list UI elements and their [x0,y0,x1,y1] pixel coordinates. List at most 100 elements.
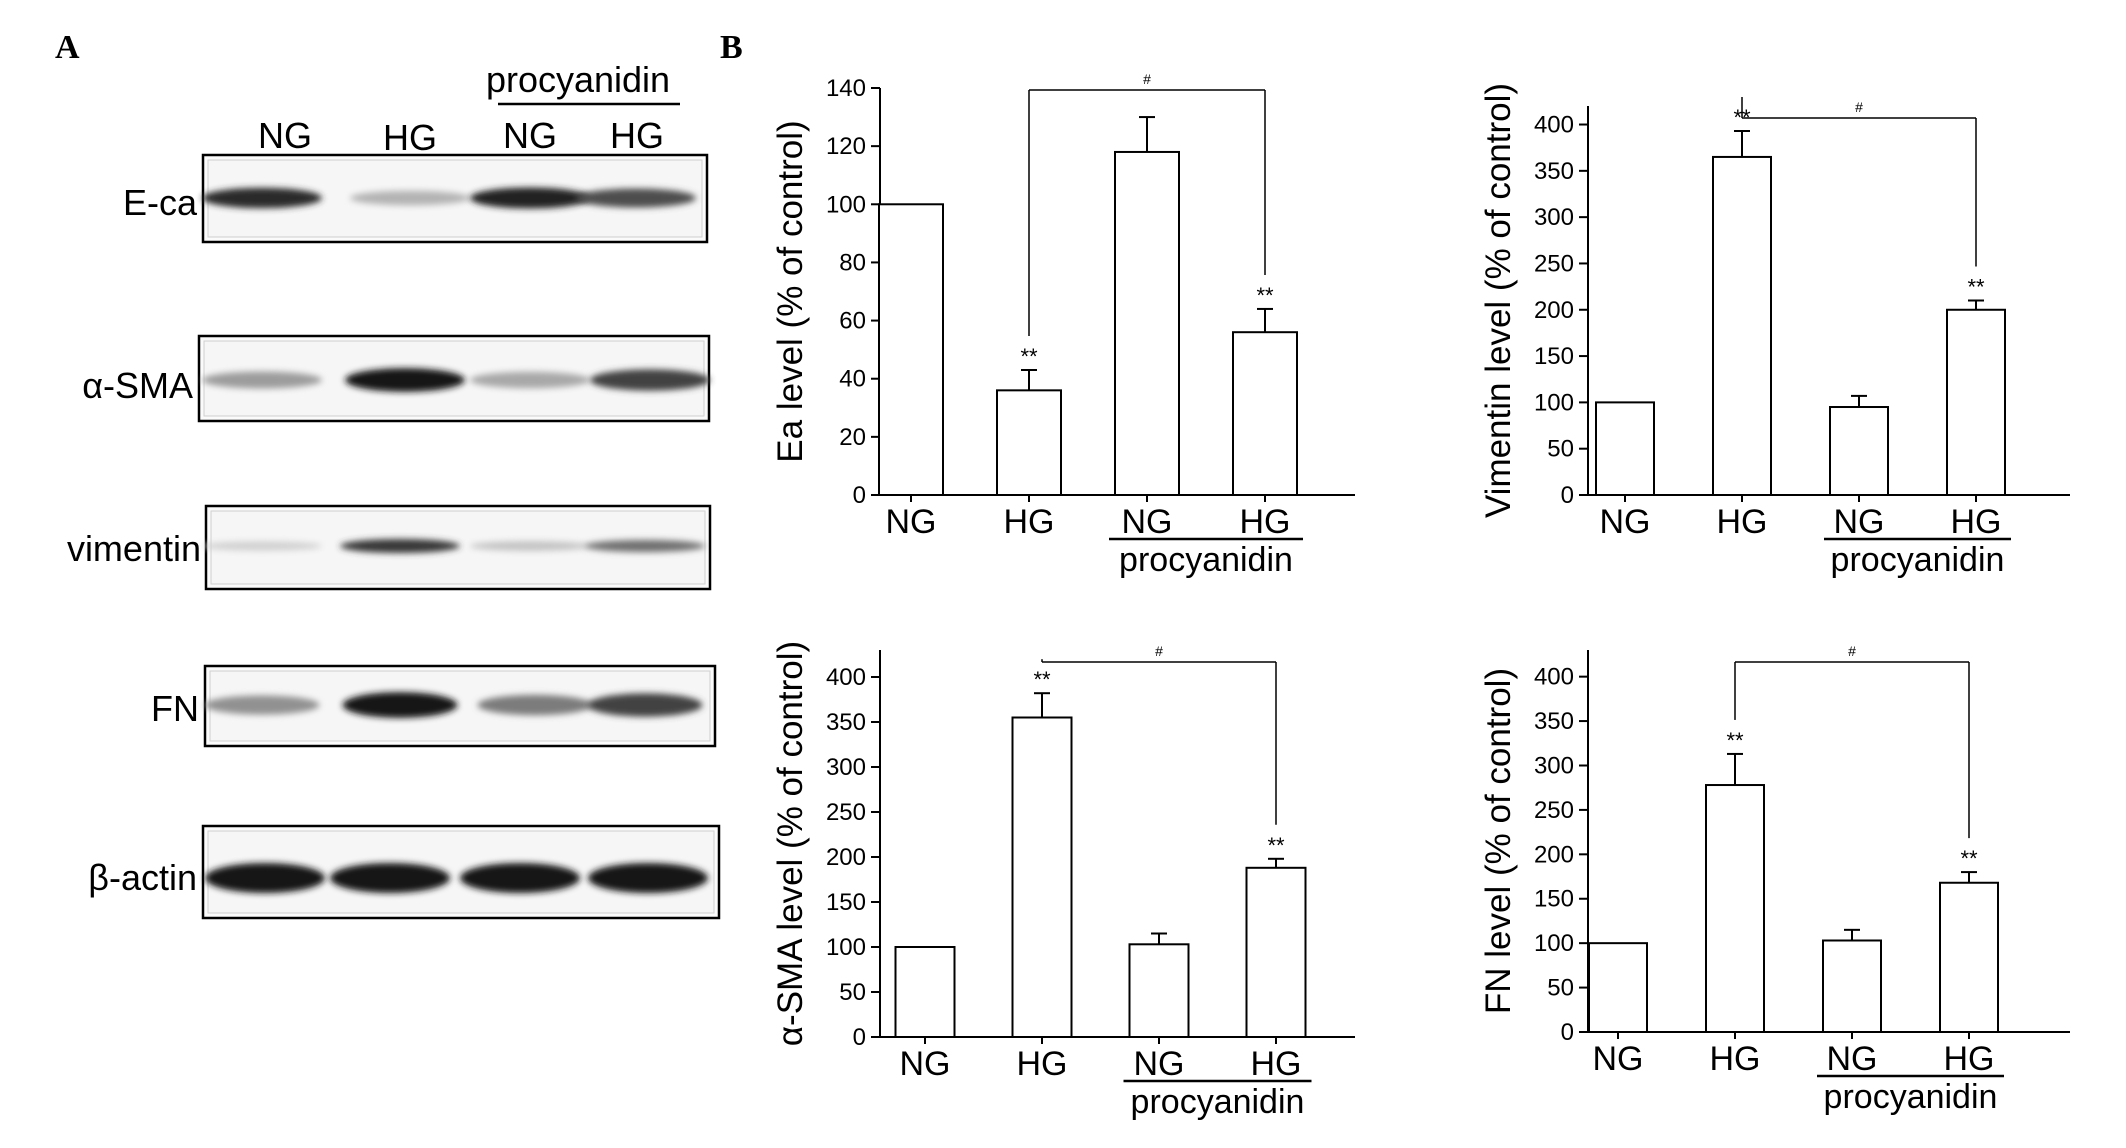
blot-band [460,862,580,894]
blot-row-label: vimentin [67,528,201,569]
blot-row-label: FN [151,688,199,729]
blot-band [590,369,710,391]
blot-band [470,371,590,389]
bar [878,203,944,497]
blot-band [205,862,325,894]
y-tick-label: 120 [826,133,866,160]
y-tick-label: 60 [839,308,866,335]
blot-band [202,371,322,389]
blot-lane-label: NG [503,115,557,156]
y-tick-label: 150 [1534,886,1574,913]
chart-vimentin-level: 0 50 100 150 200 250 300 350 400 Vimentin level (… [1479,83,2070,579]
chart-ea-level: 0 20 40 60 80 100 120 140 Ea level (% of control… [771,71,1355,579]
significance-marker: ** [1726,728,1744,753]
blot-band [350,190,470,206]
bar [1232,331,1298,497]
panel-label-a: A [55,29,80,66]
y-tick-label: 300 [1534,204,1574,231]
category-label: HG [1710,1040,1761,1078]
blot-band [342,692,458,718]
blot-band [587,693,703,717]
bar [1011,716,1073,1038]
blot-lane-label: HG [610,115,664,156]
y-tick-label: 0 [853,1024,866,1051]
category-label: NG [900,1045,951,1083]
category-label: HG [1017,1045,1068,1083]
y-tick-label: 400 [826,664,866,691]
category-label: NG [1593,1040,1644,1078]
group-label: procyanidin [1131,1083,1305,1121]
y-tick-label: 100 [826,934,866,961]
significance-marker: ** [1267,833,1285,858]
category-label: NG [1134,1045,1185,1083]
category-label: HG [1717,503,1768,541]
bar [1705,784,1765,1033]
y-tick-label: 150 [1534,343,1574,370]
category-label: HG [1004,503,1055,541]
y-tick-label: 350 [1534,708,1574,735]
blot-treatment-label: procyanidin [486,59,670,100]
y-tick-label: 400 [1534,112,1574,139]
y-tick-label: 140 [826,75,866,102]
blot-band [470,187,590,209]
blot-band [330,862,450,894]
significance-marker: ** [1033,667,1051,692]
bar [894,946,956,1038]
chart-fn-level: 0 50 100 150 200 250 300 350 400 FN level (% of c… [1479,643,2070,1116]
y-tick-label: 200 [1534,297,1574,324]
group-label: procyanidin [1119,541,1293,579]
blot-row-label: β-actin [88,857,197,898]
y-tick-label: 200 [1534,841,1574,868]
category-label: NG [1122,503,1173,541]
comparison-label: # [1848,643,1856,659]
bar [1712,155,1772,496]
significance-marker: ** [1960,846,1978,871]
y-tick-label: 0 [853,482,866,509]
blot-band [470,541,590,551]
blot-band [345,368,465,392]
blot-band [204,695,320,715]
y-axis-title: α-SMA level (% of control) [771,641,810,1046]
bar [1588,942,1648,1033]
y-axis-title: Ea level (% of control) [771,120,810,462]
y-tick-label: 350 [1534,158,1574,185]
blot-band [202,187,322,209]
bar [1245,866,1307,1038]
y-tick-label: 250 [826,799,866,826]
blot-row-label: E-ca [123,182,198,223]
category-label: HG [1944,1040,1995,1078]
blot-band [202,541,322,551]
comparison-label: # [1855,99,1863,115]
y-tick-label: 250 [1534,797,1574,824]
y-tick-label: 300 [1534,752,1574,779]
y-tick-label: 50 [839,979,866,1006]
significance-marker: ** [1967,275,1985,300]
blot-lane-label: HG [383,117,437,158]
category-label: NG [1600,503,1651,541]
y-tick-label: 0 [1561,1019,1574,1046]
group-label: procyanidin [1824,1078,1998,1116]
bar [996,389,1062,497]
y-tick-label: 100 [1534,389,1574,416]
group-label: procyanidin [1831,541,2005,579]
blot-row-label: α-SMA [82,365,193,406]
y-tick-label: 100 [826,191,866,218]
category-label: NG [886,503,937,541]
y-tick-label: 400 [1534,664,1574,691]
comparison-label: # [1155,643,1163,659]
category-label: HG [1240,503,1291,541]
y-tick-label: 200 [826,844,866,871]
bar [1946,308,2006,496]
western-blot: procyanidin NG HG NG HG E-ca α-SMA vimen… [67,59,721,920]
bar [1822,939,1882,1034]
y-tick-label: 50 [1547,975,1574,1002]
significance-marker: ** [1020,344,1038,369]
blot-band [588,862,708,894]
y-tick-label: 40 [839,366,866,393]
category-label: HG [1951,503,2002,541]
y-tick-label: 350 [826,709,866,736]
y-tick-label: 250 [1534,250,1574,277]
category-label: HG [1251,1045,1302,1083]
significance-marker: ** [1256,283,1274,308]
